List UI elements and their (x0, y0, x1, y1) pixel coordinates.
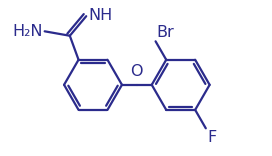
Text: Br: Br (156, 25, 174, 40)
Text: H₂N: H₂N (13, 24, 43, 39)
Text: F: F (208, 130, 217, 145)
Text: O: O (131, 64, 143, 79)
Text: NH: NH (89, 8, 113, 23)
